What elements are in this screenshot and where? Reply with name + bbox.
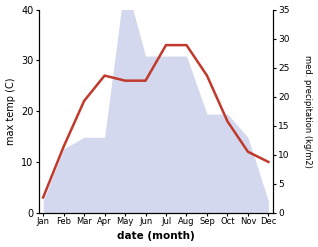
- Y-axis label: max temp (C): max temp (C): [5, 77, 16, 145]
- X-axis label: date (month): date (month): [117, 231, 195, 242]
- Y-axis label: med. precipitation (kg/m2): med. precipitation (kg/m2): [303, 55, 313, 167]
